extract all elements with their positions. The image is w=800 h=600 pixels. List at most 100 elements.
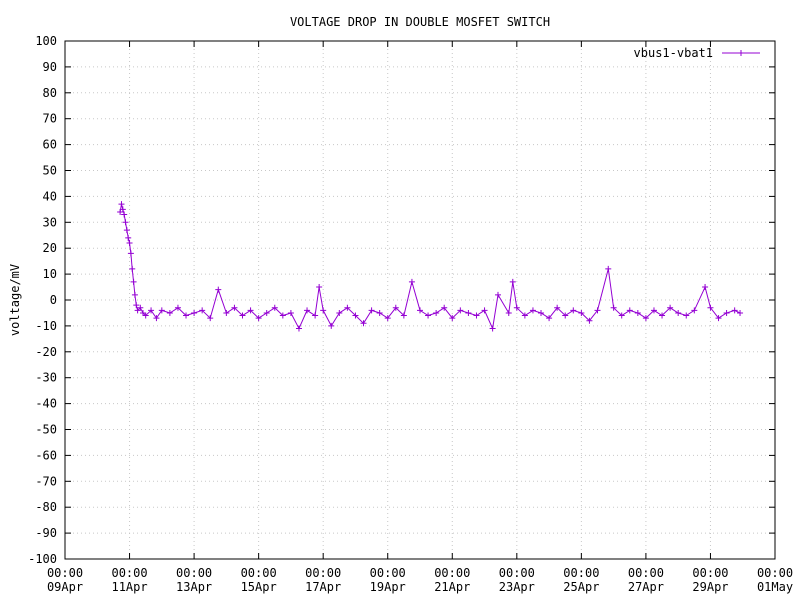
series-vbus1-vbat1	[117, 201, 744, 332]
data-point	[494, 291, 501, 298]
data-point	[509, 278, 516, 285]
data-point	[183, 312, 190, 319]
x-tick-date: 27Apr	[628, 580, 664, 594]
data-point	[352, 312, 359, 319]
data-point	[675, 309, 682, 316]
data-point	[134, 307, 141, 314]
x-tick-time: 00:00	[434, 566, 470, 580]
data-point	[473, 312, 480, 319]
data-point	[594, 307, 601, 314]
y-tick-label: -80	[35, 500, 57, 514]
data-point	[731, 307, 738, 314]
plot-frame	[64, 40, 776, 560]
data-point	[137, 304, 144, 311]
data-point	[650, 307, 657, 314]
y-tick-label: -50	[35, 423, 57, 437]
data-point	[122, 219, 129, 226]
data-point	[123, 227, 130, 234]
x-axis: 00:0009Apr00:0011Apr00:0013Apr00:0015Apr…	[47, 41, 793, 594]
data-point	[129, 265, 136, 272]
x-tick-date: 01May	[757, 580, 793, 594]
x-tick-time: 00:00	[757, 566, 793, 580]
x-tick-date: 29Apr	[692, 580, 728, 594]
data-point	[605, 265, 612, 272]
data-point	[737, 309, 744, 316]
data-point	[481, 307, 488, 314]
y-tick-label: 0	[50, 293, 57, 307]
y-tick-label: 50	[43, 164, 57, 178]
x-tick-time: 00:00	[305, 566, 341, 580]
data-point	[715, 315, 722, 322]
data-point	[255, 315, 262, 322]
y-tick-label: 60	[43, 138, 57, 152]
data-point	[465, 309, 472, 316]
data-point	[489, 325, 496, 332]
x-tick-time: 00:00	[241, 566, 277, 580]
data-point	[408, 278, 415, 285]
x-tick-time: 00:00	[370, 566, 406, 580]
y-tick-label: -90	[35, 526, 57, 540]
x-tick-date: 09Apr	[47, 580, 83, 594]
data-point	[263, 309, 270, 316]
y-tick-label: -60	[35, 448, 57, 462]
data-point	[279, 312, 286, 319]
data-point	[610, 304, 617, 311]
y-tick-label: 40	[43, 189, 57, 203]
data-point	[642, 315, 649, 322]
data-point	[295, 325, 302, 332]
data-point	[231, 304, 238, 311]
x-tick-time: 00:00	[111, 566, 147, 580]
y-tick-label: 90	[43, 60, 57, 74]
data-point	[239, 312, 246, 319]
data-point	[578, 309, 585, 316]
data-point	[425, 312, 432, 319]
x-tick-date: 25Apr	[563, 580, 599, 594]
grid	[65, 41, 775, 559]
legend-label: vbus1-vbat1	[634, 46, 713, 60]
data-point	[166, 309, 173, 316]
y-tick-label: 70	[43, 112, 57, 126]
data-point	[118, 201, 125, 208]
y-tick-label: 30	[43, 215, 57, 229]
y-tick-label: -30	[35, 371, 57, 385]
data-point	[546, 315, 553, 322]
data-point	[586, 317, 593, 324]
y-tick-label: -40	[35, 397, 57, 411]
data-point	[368, 307, 375, 314]
y-tick-label: -20	[35, 345, 57, 359]
x-tick-time: 00:00	[692, 566, 728, 580]
y-tick-label: 20	[43, 241, 57, 255]
y-tick-label: -10	[35, 319, 57, 333]
data-point	[121, 211, 128, 218]
data-point	[131, 291, 138, 298]
data-point	[287, 309, 294, 316]
data-point	[683, 312, 690, 319]
data-point	[304, 307, 311, 314]
data-point	[142, 312, 149, 319]
data-point	[562, 312, 569, 319]
x-tick-date: 13Apr	[176, 580, 212, 594]
x-tick-time: 00:00	[47, 566, 83, 580]
data-point	[117, 208, 124, 215]
data-point	[570, 307, 577, 314]
data-point	[247, 307, 254, 314]
data-point	[153, 315, 160, 322]
data-point	[133, 302, 140, 309]
y-tick-label: -100	[28, 552, 57, 566]
data-point	[320, 307, 327, 314]
x-tick-time: 00:00	[176, 566, 212, 580]
series-layer	[117, 201, 744, 332]
data-point	[119, 206, 126, 213]
y-axis-label: voltage/mV	[8, 264, 22, 336]
data-point	[400, 312, 407, 319]
x-tick-date: 17Apr	[305, 580, 341, 594]
x-tick-date: 19Apr	[370, 580, 406, 594]
data-point	[215, 286, 222, 293]
series-line	[119, 204, 741, 331]
data-point	[316, 284, 323, 291]
data-point	[538, 309, 545, 316]
data-point	[174, 304, 181, 311]
y-tick-label: 80	[43, 86, 57, 100]
data-point	[626, 307, 633, 314]
